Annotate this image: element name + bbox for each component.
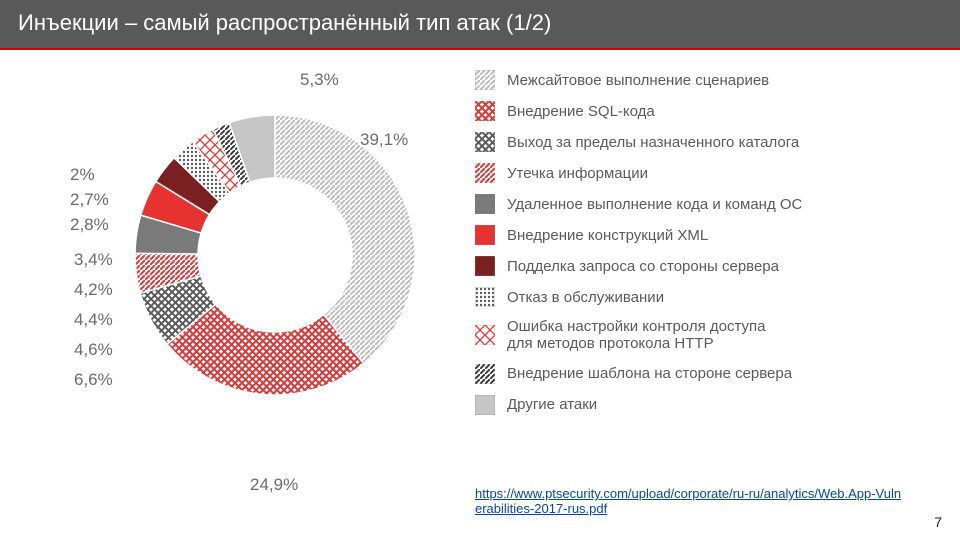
legend-swatch bbox=[475, 163, 495, 183]
legend-label: Выход за пределы назначенного каталога bbox=[507, 134, 799, 151]
legend-label: Подделка запроса со стороны сервера bbox=[507, 258, 779, 275]
legend: Межсайтовое выполнение сценариев Внедрени… bbox=[475, 70, 935, 426]
legend-label: Другие атаки bbox=[507, 396, 597, 413]
legend-row: Выход за пределы назначенного каталога bbox=[475, 132, 935, 152]
slide-content: 5,3% 39,1% 24,9% 6,6% 4,6% 4,4% 4,2% 3,4% 2,8% 2,… bbox=[0, 50, 960, 540]
donut-chart: 5,3%39,1%24,9%6,6%4,6%4,4%4,2%3,4%2,8%2,… bbox=[20, 60, 470, 490]
segment-xss bbox=[275, 115, 415, 363]
legend-row: Утечка информации bbox=[475, 163, 935, 183]
callout-xml: 4,2% bbox=[74, 280, 113, 300]
callout-leak: 4,6% bbox=[74, 340, 113, 360]
slide-title: Инъекции – самый распространённый тип ат… bbox=[0, 0, 960, 50]
legend-swatch bbox=[475, 287, 495, 307]
legend-row: Внедрение SQL-кода bbox=[475, 101, 935, 121]
legend-label: Внедрение шаблона на стороне сервера bbox=[507, 365, 792, 382]
legend-row: Другие атаки bbox=[475, 395, 935, 415]
donut-svg bbox=[130, 110, 420, 400]
legend-swatch bbox=[475, 364, 495, 384]
page-number: 7 bbox=[934, 514, 942, 530]
legend-swatch bbox=[475, 395, 495, 415]
callout-other: 5,3% bbox=[300, 70, 339, 90]
legend-label: Внедрение SQL-кода bbox=[507, 103, 655, 120]
source-link[interactable]: https://www.ptsecurity.com/upload/corpor… bbox=[475, 486, 905, 516]
callout-ssti: 2% bbox=[70, 165, 95, 185]
legend-row: Внедрение шаблона на стороне сервера bbox=[475, 364, 935, 384]
callout-ssrf: 3,4% bbox=[74, 250, 113, 270]
callout-rce: 4,4% bbox=[74, 310, 113, 330]
callout-pathtrav: 6,6% bbox=[74, 370, 113, 390]
callout-sql: 24,9% bbox=[250, 475, 298, 495]
legend-swatch bbox=[475, 194, 495, 214]
callout-http: 2,7% bbox=[70, 190, 109, 210]
legend-row: Ошибка настройки контроля доступадля мет… bbox=[475, 318, 935, 353]
legend-label: Межсайтовое выполнение сценариев bbox=[507, 72, 769, 89]
legend-label: Внедрение конструкций XML bbox=[507, 227, 708, 244]
legend-label: Утечка информации bbox=[507, 165, 648, 182]
legend-row: Межсайтовое выполнение сценариев bbox=[475, 70, 935, 90]
callout-dos: 2,8% bbox=[70, 215, 109, 235]
legend-swatch bbox=[475, 132, 495, 152]
legend-label: Отказ в обслуживании bbox=[507, 289, 664, 306]
legend-row: Отказ в обслуживании bbox=[475, 287, 935, 307]
legend-label: Ошибка настройки контроля доступадля мет… bbox=[507, 318, 765, 353]
legend-swatch bbox=[475, 101, 495, 121]
legend-swatch bbox=[475, 70, 495, 90]
legend-swatch bbox=[475, 225, 495, 245]
title-text: Инъекции – самый распространённый тип ат… bbox=[18, 10, 551, 35]
legend-swatch bbox=[475, 325, 495, 345]
legend-label: Удаленное выполнение кода и команд ОС bbox=[507, 196, 802, 213]
callout-xss: 39,1% bbox=[360, 130, 408, 150]
legend-row: Удаленное выполнение кода и команд ОС bbox=[475, 194, 935, 214]
legend-row: Подделка запроса со стороны сервера bbox=[475, 256, 935, 276]
legend-swatch bbox=[475, 256, 495, 276]
legend-row: Внедрение конструкций XML bbox=[475, 225, 935, 245]
